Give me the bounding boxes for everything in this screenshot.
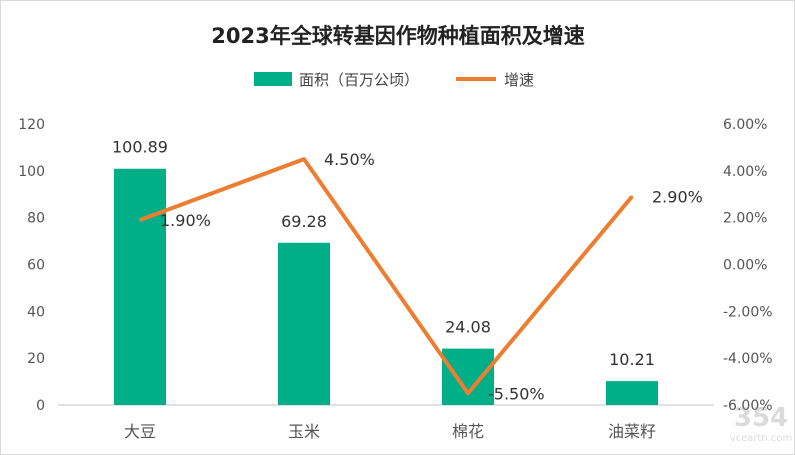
bar (114, 168, 166, 405)
watermark-logo: 354 vcearth.com (730, 403, 793, 444)
right-axis-tick: 4.00% (723, 164, 767, 180)
right-axis-tick: 0.00% (723, 258, 767, 274)
line-point (303, 158, 305, 161)
line-data-label: 2.90% (652, 188, 703, 207)
x-axis-tick: 油菜籽 (608, 422, 656, 441)
left-axis-tick: 60 (27, 258, 45, 274)
legend-line-label: 增速 (504, 71, 534, 89)
chart-title: 2023年全球转基因作物种植面积及增速 (211, 24, 584, 48)
line-data-label: 1.90% (160, 211, 211, 230)
legend: 面积（百万公顷） 增速 (254, 71, 534, 89)
legend-bar-label: 面积（百万公顷） (299, 71, 419, 89)
line-point (631, 195, 633, 198)
right-axis-tick: 2.00% (723, 211, 767, 227)
bar (606, 381, 658, 405)
bar (442, 348, 494, 405)
line-data-label: 4.50% (324, 150, 375, 169)
right-axis-tick: -2.00% (723, 304, 773, 320)
left-axis-tick: 80 (27, 211, 45, 227)
bar (278, 242, 330, 405)
line-point (467, 392, 469, 395)
bar-data-label: 10.21 (609, 350, 655, 369)
x-axis-tick: 玉米 (288, 422, 320, 441)
right-axis-tick: -4.00% (723, 351, 773, 367)
x-axis-tick: 大豆 (124, 422, 156, 441)
legend-bar-swatch (254, 72, 292, 86)
left-axis-tick: 100 (18, 164, 45, 180)
bar-data-label: 24.08 (445, 318, 491, 337)
bar-data-label: 69.28 (281, 212, 327, 231)
left-axis-tick: 20 (27, 351, 45, 367)
bar-data-label: 100.89 (112, 138, 168, 157)
svg-text:vcearth.com: vcearth.com (730, 433, 793, 444)
x-axis-tick: 棉花 (452, 422, 484, 441)
line-point (139, 219, 141, 222)
left-axis-tick: 0 (36, 398, 45, 414)
left-axis-tick: 40 (27, 304, 45, 320)
line-data-label: -5.50% (488, 384, 545, 403)
left-axis-tick: 120 (18, 117, 45, 133)
right-axis-tick: -6.00% (723, 398, 773, 414)
right-axis-tick: 6.00% (723, 117, 767, 133)
growth-line (139, 157, 634, 396)
svg-text:354: 354 (734, 403, 788, 433)
